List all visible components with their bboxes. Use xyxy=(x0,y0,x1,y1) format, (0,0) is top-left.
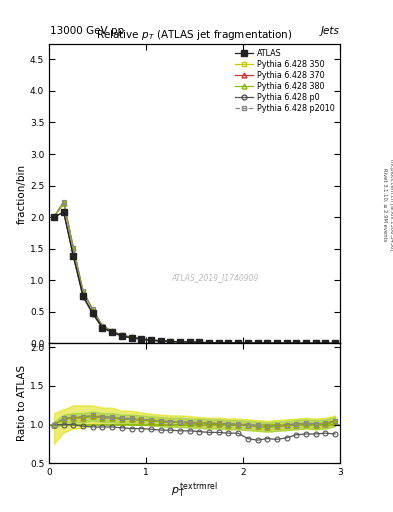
Legend: ATLAS, Pythia 6.428 350, Pythia 6.428 370, Pythia 6.428 380, Pythia 6.428 p0, Py: ATLAS, Pythia 6.428 350, Pythia 6.428 37… xyxy=(233,48,336,115)
Title: Relative $p_T$ (ATLAS jet fragmentation): Relative $p_T$ (ATLAS jet fragmentation) xyxy=(96,28,293,42)
Text: Rivet 3.1.10, ≥ 2.9M events: Rivet 3.1.10, ≥ 2.9M events xyxy=(383,168,387,242)
Text: Jets: Jets xyxy=(320,26,339,36)
Text: mcplots.cern.ch [arXiv:1306.3436]: mcplots.cern.ch [arXiv:1306.3436] xyxy=(389,159,393,250)
Text: 13000 GeV pp: 13000 GeV pp xyxy=(50,26,124,36)
Text: ATLAS_2019_I1740909: ATLAS_2019_I1740909 xyxy=(171,273,259,282)
Y-axis label: fraction/bin: fraction/bin xyxy=(17,163,27,224)
Y-axis label: Ratio to ATLAS: Ratio to ATLAS xyxy=(17,366,27,441)
X-axis label: $p_\mathrm{T}^{\,\mathrm{textrm{rel}}}$: $p_\mathrm{T}^{\,\mathrm{textrm{rel}}}$ xyxy=(171,480,218,500)
